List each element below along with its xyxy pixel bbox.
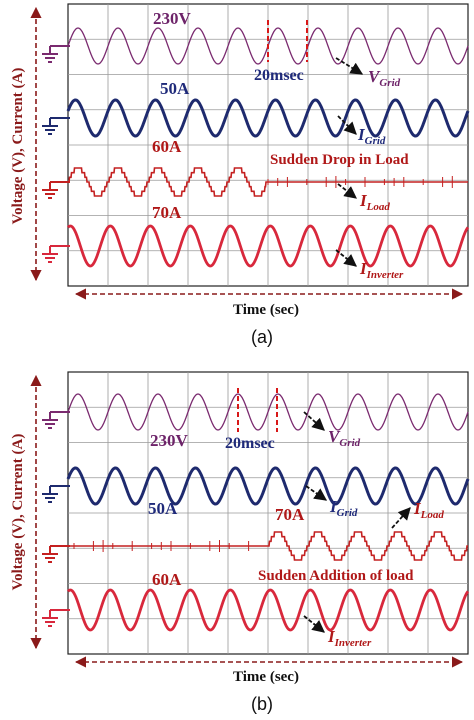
waveform-v-grid bbox=[67, 393, 469, 431]
caption-b: (b) bbox=[251, 694, 273, 714]
series-label-vgrid-a: VGrid bbox=[368, 67, 401, 89]
series-label-iload-a: ILoad bbox=[359, 191, 390, 213]
series-label-iinv-a: IInverter bbox=[359, 259, 404, 281]
arrow-igrid-a bbox=[337, 115, 357, 135]
period-marker-label-b: 20msec bbox=[225, 435, 275, 452]
waveform-i-inverter bbox=[66, 224, 470, 268]
waveform-i-grid bbox=[66, 466, 470, 506]
series-label-igrid-a: IGrid bbox=[357, 125, 386, 147]
waveforms-b bbox=[66, 393, 470, 632]
caption-a: (a) bbox=[251, 327, 273, 347]
y-axis-label-b: Voltage (V), Current (A) bbox=[10, 434, 26, 591]
arrow-iinv-a bbox=[335, 249, 357, 267]
period-marker-label-a: 20msec bbox=[254, 67, 304, 84]
series-label-iload-b: ILoad bbox=[413, 499, 444, 521]
amp-label-vgrid-a: 230V bbox=[153, 9, 192, 28]
series-label-igrid-b: IGrid bbox=[329, 497, 358, 519]
panel-a: 230V 50A 60A 70A 20msec Sudden Drop in L… bbox=[10, 3, 470, 347]
amp-label-iinv-a: 70A bbox=[152, 203, 182, 222]
arrow-iload-a bbox=[337, 183, 357, 199]
ground-symbols-b bbox=[42, 411, 70, 627]
event-label-a: Sudden Drop in Load bbox=[270, 152, 409, 168]
gridlines-b bbox=[68, 372, 468, 654]
series-label-iinv-b: IInverter bbox=[327, 627, 372, 649]
waveform-i-inverter bbox=[66, 588, 470, 632]
arrow-iinv-b bbox=[303, 615, 325, 633]
arrow-igrid-b bbox=[305, 485, 328, 501]
x-axis-label-b: Time (sec) bbox=[233, 669, 299, 685]
event-label-b: Sudden Addition of load bbox=[258, 568, 414, 584]
amp-label-igrid-a: 50A bbox=[160, 79, 190, 98]
arrow-vgrid-a bbox=[335, 57, 364, 75]
amp-label-iload-b: 70A bbox=[275, 505, 305, 524]
amp-label-iinv-b: 60A bbox=[152, 570, 182, 589]
amp-label-vgrid-b: 230V bbox=[150, 431, 189, 450]
waveform-i-load bbox=[68, 531, 468, 561]
amp-label-igrid-b: 50A bbox=[148, 499, 178, 518]
x-axis-label-a: Time (sec) bbox=[233, 302, 299, 318]
waveform-i-grid bbox=[66, 98, 470, 138]
arrow-iload-b bbox=[391, 507, 411, 529]
panel-b: 230V 50A 70A 60A 20msec Sudden Addition … bbox=[10, 371, 470, 714]
series-label-vgrid-b: VGrid bbox=[328, 427, 361, 449]
arrow-vgrid-b bbox=[303, 411, 325, 431]
amp-label-iload-a: 60A bbox=[152, 137, 182, 156]
y-axis-label-a: Voltage (V), Current (A) bbox=[10, 68, 26, 225]
ground-symbols-a bbox=[42, 45, 70, 263]
